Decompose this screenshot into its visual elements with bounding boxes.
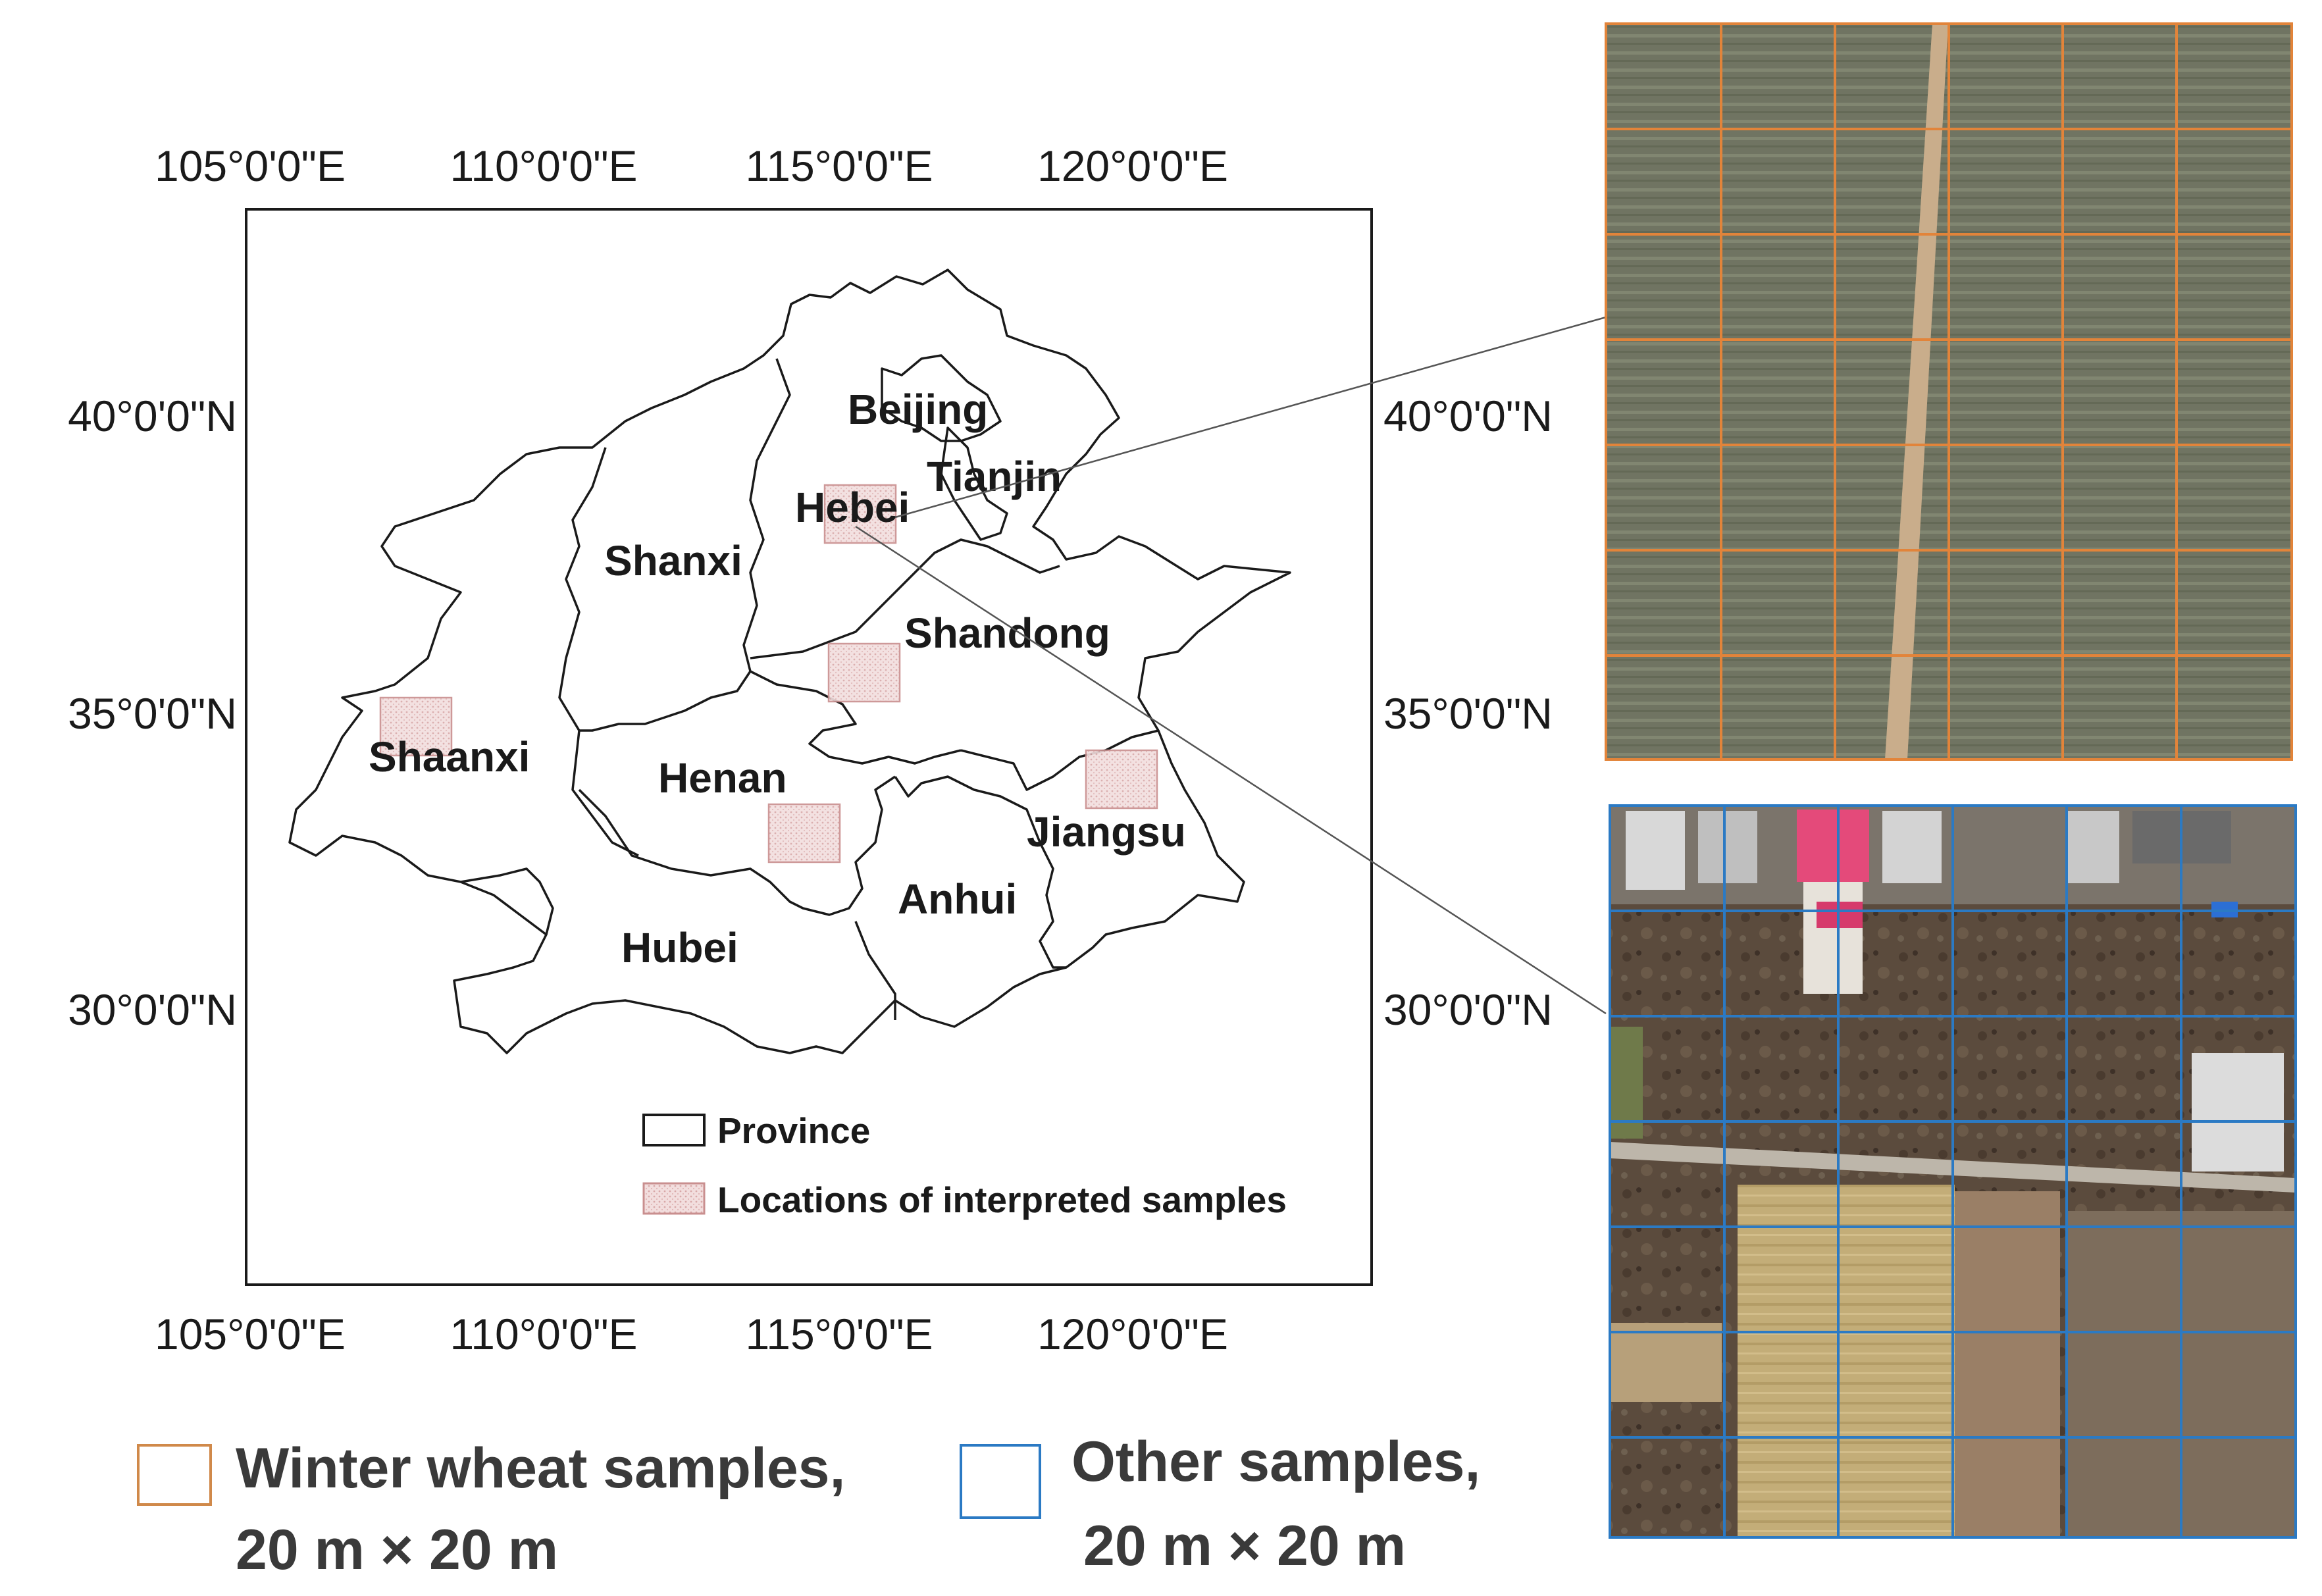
border-henan-hubei (578, 775, 896, 916)
lon-tick-top-105: 105°0'0"E (155, 142, 346, 190)
sample-location-shaanxi (379, 696, 453, 757)
lon-tick-top-120: 120°0'0"E (1037, 142, 1228, 190)
winter-wheat-image-panel (1605, 22, 2293, 761)
border-tianjin (940, 426, 1008, 541)
map-frame (245, 208, 1373, 1286)
province-label-hubei: Hubei (621, 924, 738, 971)
lat-tick-left-35: 35°0'0"N (68, 689, 237, 738)
study-area-map: 105°0'0"E 110°0'0"E 115°0'0"E 120°0'0"E … (68, 142, 1553, 1358)
lat-tick-right-30: 30°0'0"N (1383, 985, 1553, 1034)
other-sample-grid (1609, 804, 2297, 1539)
province-label-anhui: Anhui (898, 875, 1017, 923)
border-shaanxi-hubei (460, 867, 554, 935)
wheat-legend-swatch (137, 1444, 212, 1506)
border-anhui (894, 775, 1066, 969)
wheat-legend-line1: Winter wheat samples, (236, 1437, 845, 1500)
other-samples-image-panel (1609, 804, 2297, 1539)
leader-line-to-wheat-panel (894, 316, 1607, 519)
border-jiangsu (960, 729, 1159, 791)
province-label-jiangsu: Jiangsu (1027, 808, 1186, 856)
other-legend-line2: 20 m × 20 m (1083, 1514, 1406, 1578)
border-shanxi-shaanxi (558, 447, 639, 857)
legend-samples-swatch (642, 1182, 706, 1215)
sample-location-hebei (823, 484, 897, 544)
lat-tick-right-35: 35°0'0"N (1383, 689, 1553, 738)
other-panel-farmland (1738, 1185, 1955, 1537)
border-henan-shandong (750, 670, 962, 765)
bottom-legend: Winter wheat samples, 20 m × 20 m Other … (137, 1430, 1480, 1582)
other-legend-swatch (960, 1444, 1041, 1519)
sample-location-henan (767, 803, 841, 863)
province-label-henan: Henan (658, 754, 787, 802)
border-anhui-west (854, 921, 896, 1020)
province-label-hebei: Hebei (795, 484, 910, 531)
lat-tick-left-30: 30°0'0"N (68, 985, 237, 1034)
lat-tick-left-40: 40°0'0"N (68, 392, 237, 440)
lon-tick-top-115: 115°0'0"E (745, 142, 933, 190)
province-label-shaanxi: Shaanxi (369, 733, 530, 781)
province-label-beijing: Beijing (848, 386, 988, 433)
lon-tick-bottom-105: 105°0'0"E (155, 1310, 346, 1358)
legend-province-label: Province (717, 1110, 870, 1151)
border-hebei-shandong (750, 538, 1060, 659)
lon-tick-bottom-115: 115°0'0"E (745, 1310, 933, 1358)
lat-tick-right-40: 40°0'0"N (1383, 392, 1553, 440)
border-shanxi-hebei (579, 358, 791, 732)
legend-samples-label: Locations of interpreted samples (717, 1179, 1287, 1220)
lon-tick-bottom-120: 120°0'0"E (1037, 1310, 1228, 1358)
lon-tick-top-110: 110°0'0"E (450, 142, 637, 190)
wheat-sample-grid (1605, 22, 2293, 761)
province-label-shandong: Shandong (904, 609, 1110, 657)
leader-line-to-other-panel (855, 525, 1607, 1015)
border-beijing (881, 354, 1002, 442)
lon-tick-bottom-110: 110°0'0"E (450, 1310, 637, 1358)
sample-location-jiangsu (1085, 749, 1158, 810)
wheat-panel-road (1885, 24, 1948, 759)
region-outline (288, 269, 1291, 1054)
province-label-shanxi: Shanxi (604, 537, 742, 584)
wheat-legend-line2: 20 m × 20 m (236, 1518, 558, 1582)
map-legend: Province Locations of interpreted sample… (642, 1110, 1287, 1220)
other-legend-line1: Other samples, (1071, 1430, 1480, 1493)
sample-location-hebei-south (827, 642, 901, 703)
legend-province-swatch (642, 1114, 706, 1146)
